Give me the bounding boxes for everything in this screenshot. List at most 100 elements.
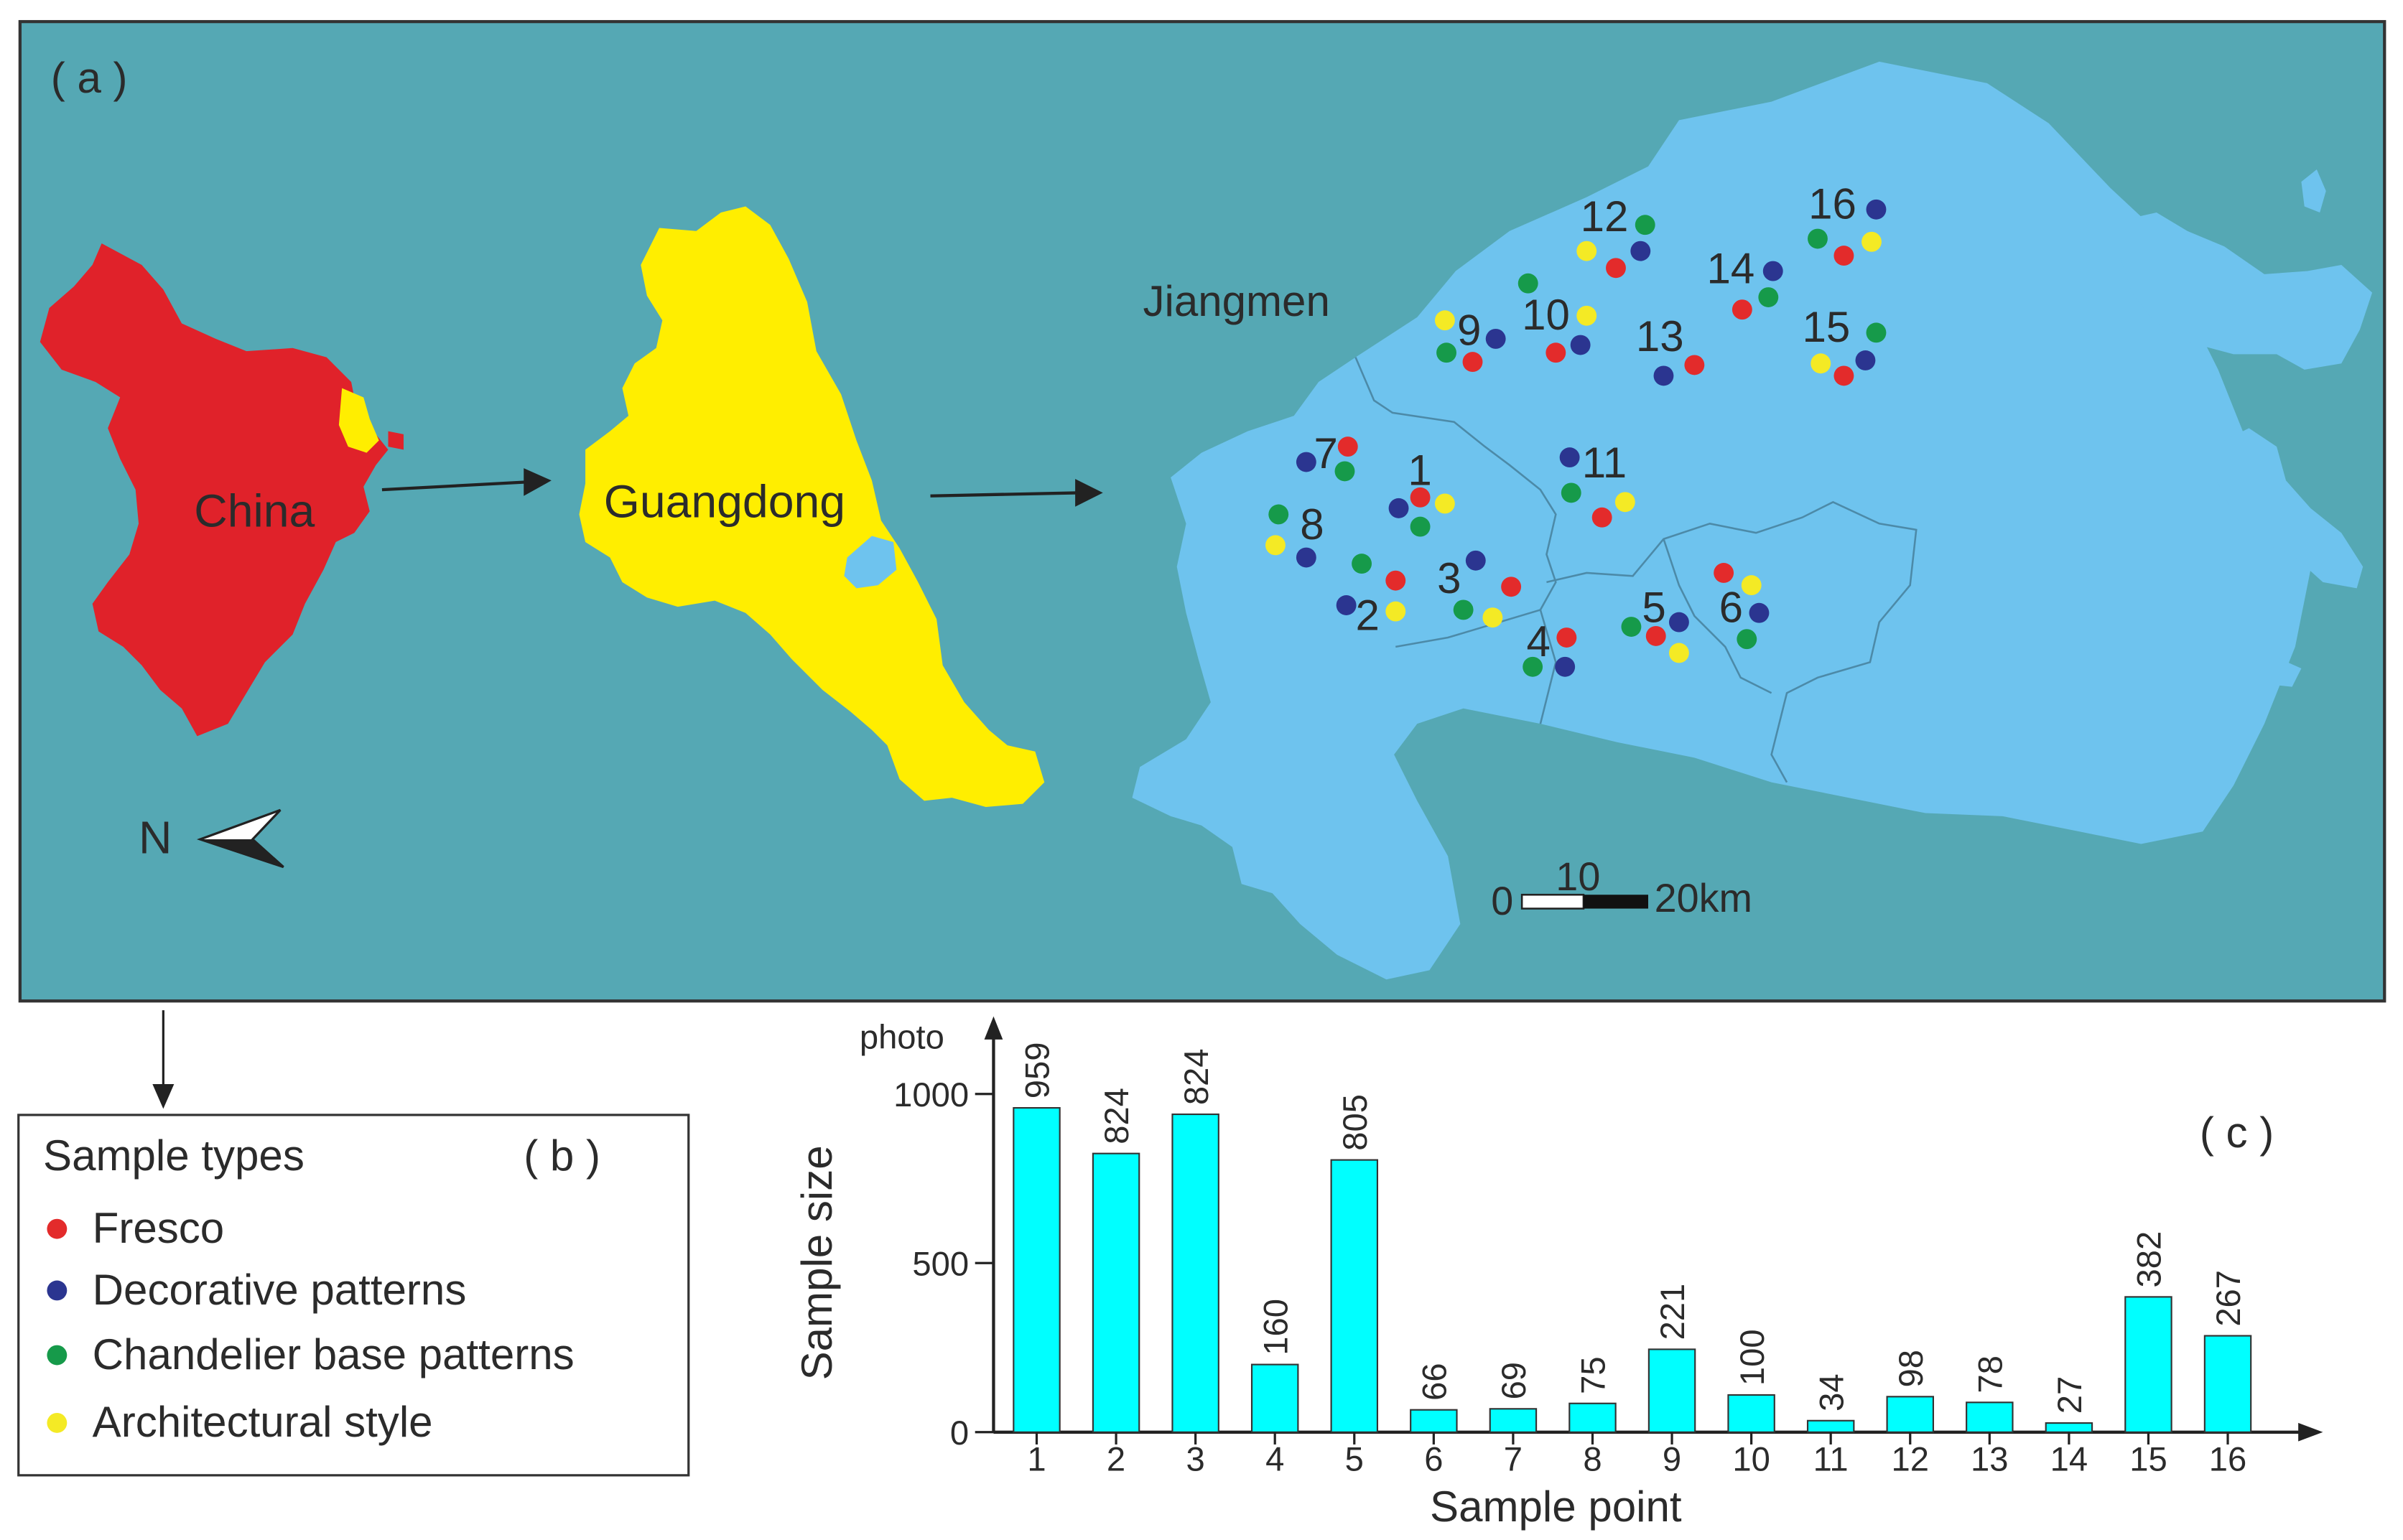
- sample-point-label-14: 14: [1707, 245, 1755, 293]
- scale-start-label: 0: [1491, 879, 1513, 923]
- guangdong-to-jiangmen-arrow: [930, 479, 1103, 507]
- marker-fresco: [1684, 355, 1705, 375]
- x-tick-label: 15: [2129, 1439, 2167, 1478]
- scale-bar: 0 10 20km: [1491, 854, 1752, 923]
- marker-architectural: [1576, 241, 1597, 261]
- sample-point-label-5: 5: [1642, 584, 1665, 632]
- bar-point-11: [1806, 1419, 1855, 1433]
- x-tick-label: 16: [2209, 1439, 2246, 1478]
- x-tick-label: 11: [1813, 1439, 1849, 1478]
- x-axis-title: Sample point: [1430, 1483, 1682, 1531]
- sample-point-labels: 1 2 3 4 5 6 7 8 9 10 11 12 13 14 15 16: [1300, 180, 1856, 666]
- jiangmen-label: Jiangmen: [1143, 277, 1329, 325]
- bar-point-13: [1966, 1401, 2014, 1433]
- x-axis-arrow-icon: [2298, 1422, 2323, 1442]
- x-tick-label: 7: [1504, 1439, 1523, 1478]
- marker-chandelier: [1635, 215, 1655, 235]
- marker-fresco: [1546, 342, 1566, 363]
- marker-decorative: [1749, 602, 1770, 623]
- north-label: N: [139, 811, 172, 863]
- bar-value-label: 382: [2130, 1231, 2168, 1288]
- marker-architectural: [1482, 607, 1503, 628]
- legend-chandelier-label: Chandelier base patterns: [93, 1330, 575, 1378]
- x-tick-label: 6: [1424, 1439, 1443, 1478]
- bar-chart: ( c ) photo Sample size Sample point 0 50…: [793, 1016, 2323, 1531]
- sample-point-label-1: 1: [1408, 447, 1431, 495]
- marker-chandelier: [1866, 322, 1887, 343]
- x-tick-label: 2: [1107, 1439, 1125, 1478]
- bar-value-label: 160: [1256, 1299, 1294, 1355]
- marker-architectural: [1576, 305, 1597, 326]
- legend-fresco-label: Fresco: [93, 1204, 225, 1252]
- islands-east: [2119, 169, 2373, 687]
- bar-point-7: [1489, 1408, 1538, 1433]
- marker-chandelier: [1334, 461, 1355, 482]
- marker-decorative: [1388, 498, 1409, 518]
- marker-architectural: [1811, 353, 1831, 374]
- sample-markers: [1265, 199, 1887, 677]
- marker-architectural: [1861, 231, 1882, 252]
- map-panel: ( a ) China Guangdong: [18, 19, 2386, 1003]
- x-tick-label: 8: [1583, 1439, 1602, 1478]
- marker-decorative: [1855, 350, 1876, 370]
- china-label: China: [194, 485, 315, 537]
- bar-value-label: 27: [2050, 1376, 2088, 1414]
- bar-value-label: 98: [1892, 1350, 1930, 1387]
- marker-fresco: [1645, 625, 1666, 646]
- bar-value-label: 100: [1733, 1329, 1771, 1386]
- marker-fresco: [1410, 487, 1431, 508]
- marker-decorative: [1336, 595, 1357, 615]
- china-to-guangdong-arrow: [381, 468, 552, 496]
- marker-fresco: [1833, 365, 1854, 386]
- marker-fresco: [1556, 627, 1577, 648]
- y-tick-label: 500: [912, 1244, 969, 1282]
- marker-chandelier: [1621, 617, 1642, 637]
- marker-chandelier: [1410, 516, 1431, 537]
- marker-fresco: [1606, 258, 1626, 279]
- sample-point-label-16: 16: [1808, 180, 1856, 228]
- marker-decorative: [1296, 452, 1316, 472]
- marker-architectural: [1265, 535, 1286, 556]
- legend-decorative-label: Decorative patterns: [93, 1266, 467, 1314]
- china-hainan-shape: [388, 431, 404, 450]
- sample-point-label-9: 9: [1457, 307, 1481, 355]
- x-tick-label: 4: [1265, 1439, 1284, 1478]
- marker-architectural: [1434, 310, 1455, 331]
- marker-chandelier: [1517, 273, 1538, 294]
- marker-decorative: [1570, 335, 1591, 355]
- x-tick-label: 12: [1892, 1439, 1929, 1478]
- marker-chandelier: [1808, 228, 1828, 249]
- bar-value-label: 66: [1415, 1363, 1453, 1400]
- marker-fresco: [1462, 352, 1483, 373]
- marker-decorative: [1630, 241, 1651, 261]
- bar-point-4: [1250, 1363, 1299, 1433]
- bar-point-3: [1171, 1113, 1219, 1433]
- bar-point-12: [1886, 1396, 1934, 1433]
- sample-point-label-2: 2: [1355, 591, 1379, 639]
- y-axis-arrow-icon: [984, 1016, 1003, 1040]
- bar-point-14: [2045, 1422, 2093, 1433]
- x-tick-label: 10: [1732, 1439, 1770, 1478]
- marker-chandelier: [1523, 656, 1543, 677]
- guangdong-label: Guangdong: [604, 476, 845, 528]
- marker-decorative: [1555, 656, 1576, 677]
- marker-chandelier: [1453, 599, 1474, 620]
- scale-mid-label: 10: [1556, 854, 1600, 899]
- y-unit-label: photo: [860, 1018, 944, 1056]
- marker-decorative: [1653, 365, 1674, 386]
- marker-fresco: [1714, 563, 1734, 583]
- marker-fresco: [1501, 577, 1522, 597]
- marker-architectural: [1741, 575, 1762, 596]
- marker-decorative: [1465, 550, 1486, 571]
- legend-box: [17, 1114, 690, 1477]
- bar-point-8: [1568, 1402, 1617, 1433]
- legend-title: Sample types: [43, 1131, 305, 1180]
- sample-point-label-15: 15: [1803, 303, 1851, 351]
- map-to-legend-arrow: [152, 1010, 175, 1109]
- bar-point-16: [2203, 1335, 2252, 1433]
- y-tick-label: 1000: [893, 1075, 969, 1114]
- bar-value-label: 824: [1177, 1048, 1215, 1105]
- marker-architectural: [1385, 601, 1406, 622]
- sample-point-label-13: 13: [1636, 312, 1684, 360]
